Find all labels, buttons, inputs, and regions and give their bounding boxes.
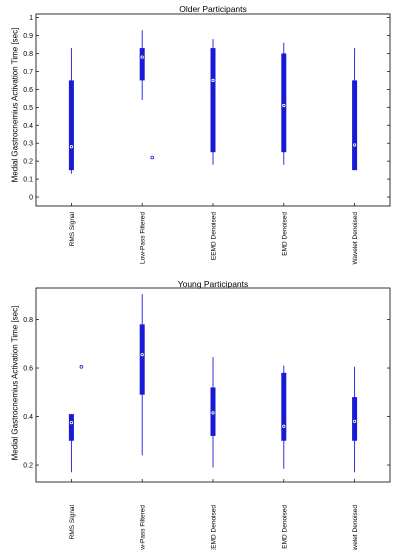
median-dot	[141, 56, 143, 58]
y-tick-label: 1	[29, 15, 33, 22]
boxplot-chart: 0.2 0.4 0.6 0.8 RMS Signal Low-Pass Filtered E…	[23, 287, 391, 550]
y-tick-label: 0.5	[23, 105, 33, 112]
chart-title: Older Participants	[179, 4, 247, 14]
boxplot-chart: 0 0.1 0.2 0.3 0.4 0.5 0.6 0.7 0.8 0.9 1 RMS Signal L…	[23, 13, 391, 265]
x-tick-label: Wavelet Denoised	[352, 212, 359, 265]
box	[281, 53, 287, 153]
x-tick-label: RMS Signal	[69, 504, 76, 539]
median-dot	[212, 412, 214, 414]
older-participants-panel: Older Participants Medial Gastrocnemius …	[0, 0, 404, 270]
y-tick-label: 0.3	[23, 141, 33, 148]
chart-title: Young Participants	[177, 279, 249, 289]
box	[352, 397, 358, 441]
y-tick-label: 0.9	[23, 33, 33, 40]
y-tick-label: 0.4	[23, 414, 33, 421]
x-tick-label: Low-Pass Filtered	[140, 212, 147, 264]
x-tick-label: Low-Pass Filtered	[140, 505, 147, 550]
median-dot	[212, 79, 214, 82]
x-tick-label: EEMD Denoised	[211, 505, 218, 550]
median-dot	[353, 144, 356, 146]
y-tick-label: 0.2	[23, 159, 33, 166]
y-tick-label: 0.8	[23, 317, 33, 324]
box	[352, 80, 358, 171]
x-tick-label: EEMD Denoised	[211, 212, 218, 260]
y-tick-label: 0.1	[23, 177, 33, 184]
x-tick-label: Wavelet Denoised	[352, 505, 359, 550]
y-tick-label: 0.6	[23, 87, 33, 94]
box	[281, 372, 287, 441]
box	[139, 48, 145, 81]
outlier-marker	[150, 155, 155, 160]
x-tick-label: RMS Signal	[69, 211, 76, 246]
median-dot	[283, 104, 285, 107]
y-tick-label: 0.8	[23, 51, 33, 58]
median-dot	[70, 146, 73, 148]
young-participants-panel: Young Participants Medial Gastrocnemius …	[0, 275, 404, 550]
box	[68, 80, 74, 171]
box	[139, 324, 145, 395]
x-tick-label: EMD Denoised	[281, 505, 288, 549]
y-tick-label: 0.2	[23, 463, 33, 470]
median-dot	[70, 421, 73, 424]
y-tick-label: 0	[29, 195, 33, 202]
median-dot	[283, 425, 285, 427]
median-dot	[353, 420, 356, 423]
box	[68, 414, 74, 441]
x-tick-label: EMD Denoised	[281, 212, 288, 256]
y-tick-label: 0.4	[23, 123, 33, 130]
box	[210, 48, 216, 153]
outlier-marker	[79, 365, 84, 369]
y-tick-label: 0.7	[23, 69, 33, 76]
median-dot	[141, 353, 143, 356]
y-tick-label: 0.6	[23, 366, 33, 373]
